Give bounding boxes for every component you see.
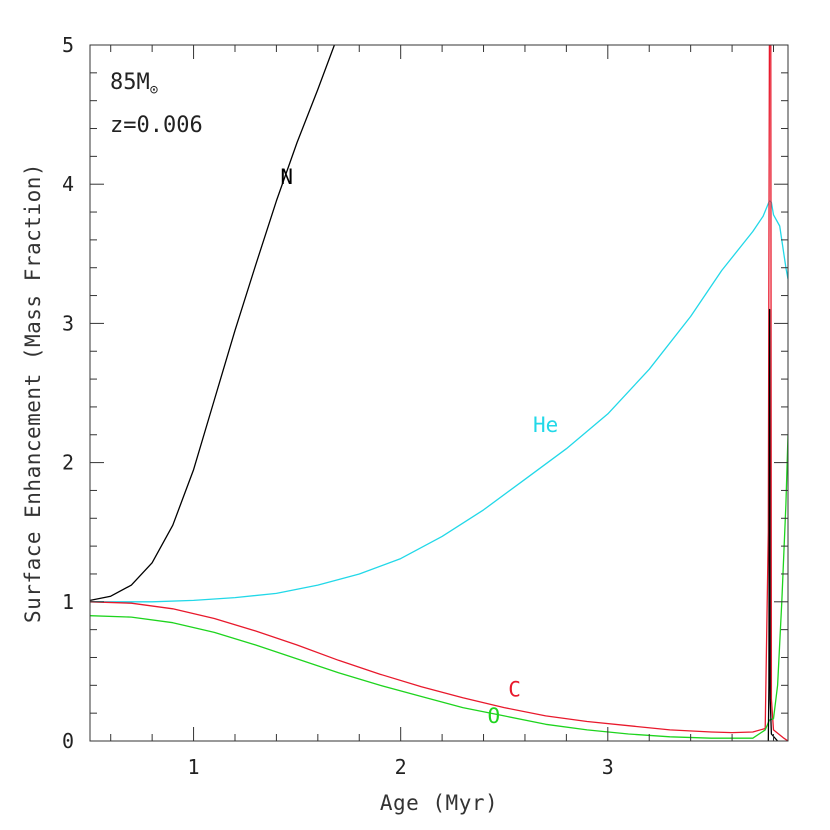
y-axis-title: Surface Enhancement (Mass Fraction): [21, 163, 45, 623]
mass-annotation: 85M⊙: [110, 70, 159, 98]
y-tick-label: 4: [62, 172, 74, 196]
y-tick-label: 2: [62, 451, 74, 475]
sun-symbol: ⊙: [150, 82, 159, 98]
series-label-o: O: [488, 704, 501, 728]
series-label-n: N: [280, 165, 293, 189]
x-tick-label: 1: [188, 755, 200, 779]
y-tick-label: 0: [62, 729, 74, 753]
series-labels-layer: N He CO: [280, 165, 558, 728]
series-line-n: [90, 45, 336, 602]
series-line-unlabeled-4: [767, 308, 779, 741]
series-layer: [90, 45, 788, 741]
y-tick-label: 3: [62, 311, 74, 335]
x-tick-label: 2: [395, 755, 407, 779]
mass-value: 85: [110, 70, 137, 95]
series-label-he: He: [533, 413, 558, 437]
x-tick-label: 3: [602, 755, 614, 779]
series-line-o: [90, 434, 788, 739]
y-tick-label: 5: [62, 33, 74, 57]
metallicity-annotation: z=0.006: [110, 113, 203, 138]
series-label-c: C: [508, 677, 521, 701]
mass-unit: M: [137, 70, 150, 95]
y-tick-label: 1: [62, 590, 74, 614]
x-axis-title: Age (Myr): [380, 791, 498, 815]
tick-labels-layer: 1 2 3 0 1 2 3 4 5: [62, 33, 614, 779]
ticks-layer: [90, 44, 788, 742]
plot-frame: [89, 44, 789, 742]
series-line-c: [90, 45, 788, 741]
series-line-he: [90, 200, 788, 603]
